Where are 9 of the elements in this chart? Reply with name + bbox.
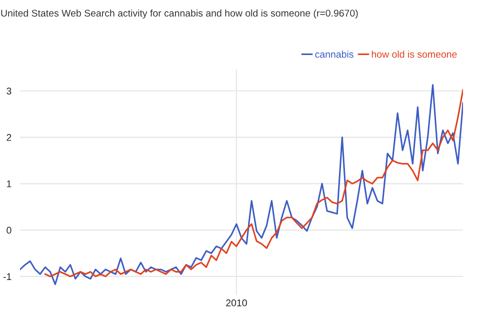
y-tick-label: 1 [7, 180, 12, 188]
legend-label: cannabis [315, 50, 354, 58]
y-tick-label: 3 [6, 88, 12, 94]
chart-title: United States Web Search activity for cannabis and how old is someone (r=0.9670) [1, 9, 358, 19]
y-tick-label: -1 [3, 273, 12, 280]
x-tick-label: 2010 [226, 299, 247, 306]
y-tick-label: 0 [6, 226, 12, 234]
y-tick-label: 2 [6, 134, 12, 141]
legend-label: how old is someone [372, 50, 457, 58]
